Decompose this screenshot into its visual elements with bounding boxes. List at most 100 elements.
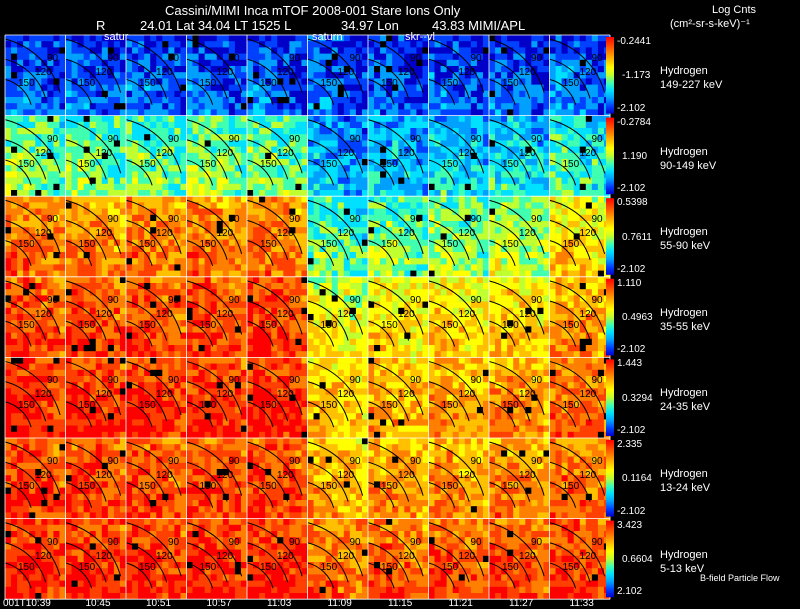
contour-label: 90 xyxy=(591,375,603,387)
heatmap-panel xyxy=(65,438,127,519)
position-info: 24.01 Lat 34.04 LT 1525 L xyxy=(140,18,292,33)
panel-mark: saturn xyxy=(312,31,343,43)
contour-label: 90 xyxy=(289,294,301,306)
contour-label: 120 xyxy=(519,389,536,401)
heatmap-panel xyxy=(4,518,66,600)
time-tick-label: 10:57 xyxy=(206,598,232,609)
units-expression: (cm²-sr-s-keV)⁻¹ xyxy=(670,18,750,30)
contour-label: 90 xyxy=(470,294,482,306)
contour-label: 120 xyxy=(95,550,113,562)
contour-label: 120 xyxy=(337,67,355,78)
heatmap-panel xyxy=(246,35,308,116)
energy-range-label: 13-24 keV xyxy=(660,482,711,494)
contour-label: 120 xyxy=(519,228,536,240)
heatmap-panel xyxy=(186,518,248,600)
contour-label: 150 xyxy=(260,400,277,412)
contour-label: 120 xyxy=(337,550,355,562)
contour-label: 120 xyxy=(277,389,294,401)
contour-label: 120 xyxy=(579,470,597,481)
energy-range-label: 149-227 keV xyxy=(660,79,723,91)
contour-label: 90 xyxy=(168,53,180,64)
contour-label: 150 xyxy=(139,239,156,251)
heatmap-panel xyxy=(428,196,490,278)
contour-label: 120 xyxy=(35,147,52,159)
contour-label: 150 xyxy=(441,561,459,573)
energy-range-label: 24-35 keV xyxy=(660,401,711,414)
heatmap-panel xyxy=(65,35,127,116)
contour-label: 150 xyxy=(562,400,580,412)
time-tick-label: 11:03 xyxy=(267,598,292,609)
contour-label: 150 xyxy=(78,239,96,251)
contour-label: 90 xyxy=(531,536,543,548)
heatmap-panel xyxy=(4,196,66,278)
species-label: Hydrogen xyxy=(660,387,708,400)
contour-label: 90 xyxy=(168,133,180,145)
contour-label: 90 xyxy=(531,214,543,226)
contour-label: 120 xyxy=(458,389,476,401)
contour-label: 120 xyxy=(337,147,355,159)
contour-label: 150 xyxy=(78,400,96,412)
contour-label: 120 xyxy=(398,228,415,240)
heatmap-panel xyxy=(367,276,429,358)
contour-label: 150 xyxy=(18,400,35,412)
contour-label: 150 xyxy=(260,239,277,251)
contour-label: 120 xyxy=(156,389,173,401)
contour-label: 90 xyxy=(349,456,361,467)
species-label: Hydrogen xyxy=(660,468,708,480)
time-tick-label: 001T10:39 xyxy=(3,598,51,609)
contour-label: 150 xyxy=(260,158,277,170)
contour-label: 120 xyxy=(277,147,294,159)
contour-label: 90 xyxy=(591,53,603,64)
colorbar-mid-label: 0.7611 xyxy=(622,231,652,243)
contour-label: 90 xyxy=(470,214,482,226)
heatmap-panel xyxy=(367,357,429,439)
contour-label: 90 xyxy=(47,294,59,306)
contour-label: 90 xyxy=(349,133,361,145)
contour-label: 150 xyxy=(78,78,96,89)
contour-label: 90 xyxy=(591,133,603,145)
contour-label: 150 xyxy=(441,319,459,331)
energy-range-label: 55-90 keV xyxy=(660,240,711,253)
energy-range-label: 5-13 keV xyxy=(660,562,705,575)
contour-label: 150 xyxy=(320,158,338,170)
contour-label: 150 xyxy=(381,481,398,492)
heatmap-panel xyxy=(488,518,550,600)
heatmap-panel xyxy=(246,518,308,600)
colorbar-max-label: -0.2784 xyxy=(617,116,651,128)
contour-label: 150 xyxy=(139,400,156,412)
contour-label: 90 xyxy=(591,456,603,467)
r-label: R xyxy=(96,18,106,33)
contour-label: 90 xyxy=(410,214,422,226)
colorbar-max-label: 2.335 xyxy=(617,439,643,450)
contour-label: 90 xyxy=(410,53,422,64)
heatmap-panel xyxy=(307,196,369,278)
longitude-info: 34.97 Lon xyxy=(341,18,399,33)
contour-label: 150 xyxy=(18,319,35,331)
contour-label: 120 xyxy=(277,470,294,481)
species-label: Hydrogen xyxy=(660,226,708,239)
contour-label: 120 xyxy=(95,67,113,78)
heatmap-panel xyxy=(186,438,248,519)
heatmap-panel xyxy=(65,115,127,197)
contour-label: 90 xyxy=(289,536,301,548)
heatmap-panel xyxy=(186,196,248,278)
contour-label: 120 xyxy=(216,550,234,562)
contour-label: 150 xyxy=(502,158,519,170)
contour-label: 90 xyxy=(289,133,301,145)
contour-label: 120 xyxy=(216,308,234,320)
heatmap-panel xyxy=(428,357,490,439)
contour-label: 90 xyxy=(168,375,180,387)
contour-label: 150 xyxy=(139,319,156,331)
heatmap-panel xyxy=(428,518,490,600)
heatmap-panel xyxy=(65,276,127,358)
contour-label: 90 xyxy=(107,456,119,467)
contour-label: 90 xyxy=(289,375,301,387)
contour-label: 120 xyxy=(95,308,113,320)
contour-label: 90 xyxy=(531,133,543,145)
contour-label: 120 xyxy=(398,67,415,78)
contour-label: 120 xyxy=(337,308,355,320)
contour-label: 120 xyxy=(519,550,536,562)
heatmap-panel xyxy=(367,438,429,519)
contour-label: 150 xyxy=(502,78,519,89)
